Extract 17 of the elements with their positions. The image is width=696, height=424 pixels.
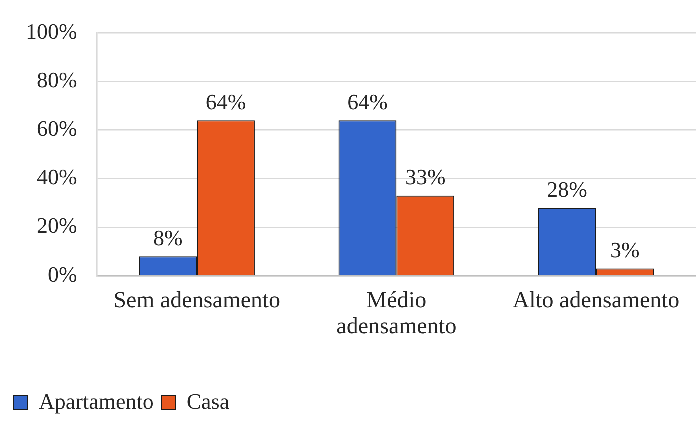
data-label: 3% [610, 237, 640, 262]
y-tick-label: 100% [26, 18, 78, 44]
legend-label: Apartamento [39, 388, 154, 414]
data-label: 8% [154, 225, 183, 250]
y-tick-label: 20% [37, 213, 78, 238]
legend-label: Casa [186, 388, 230, 414]
x-tick-label: Médio adensamento [336, 287, 457, 339]
data-label: 33% [405, 164, 446, 190]
y-tick-label: 80% [37, 68, 78, 93]
data-label: 28% [547, 176, 588, 202]
data-label: 64% [348, 89, 388, 114]
y-tick-label: 40% [37, 164, 78, 190]
data-label: 64% [206, 89, 246, 114]
y-tick-label: 0% [48, 262, 78, 287]
x-tick-label: Alto adensamento [512, 287, 680, 312]
y-tick-label: 60% [37, 116, 78, 142]
x-tick-label: Sem adensamento [114, 287, 280, 312]
